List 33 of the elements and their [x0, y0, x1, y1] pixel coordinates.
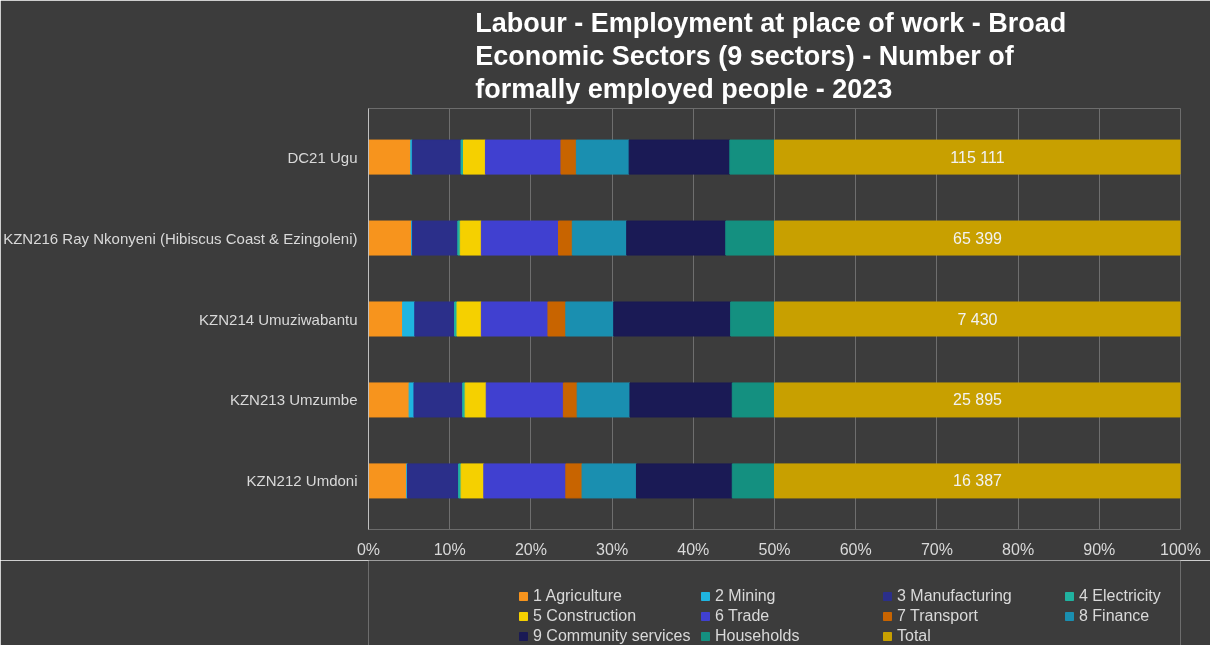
y-tick-label: KZN214 Umuziwabantu	[199, 310, 358, 328]
legend-label: 1 Agriculture	[533, 587, 623, 605]
legend-label: 9 Community services	[533, 627, 692, 645]
x-tick-label: 80%	[1002, 540, 1035, 558]
chart-title: Labour - Employment at place of work - Broad Economic Sectors (9 sectors) - Number of formally employed people - 2023	[475, 7, 1067, 104]
y-tick-label: KZN216 Ray Nkonyeni (Hibiscus Coast & Ezingoleni)	[3, 229, 358, 247]
y-tick-label: DC21 Ugu	[287, 148, 358, 166]
legend-label: 5 Construction	[533, 607, 638, 625]
x-tick-label: 40%	[677, 540, 710, 558]
x-tick-label: 50%	[758, 540, 791, 558]
legend-label: 8 Finance	[1079, 607, 1151, 625]
legend-label: Total	[897, 627, 932, 645]
legend-label: 7 Transport	[897, 607, 979, 625]
legend-label: Households	[715, 627, 801, 645]
x-tick-label: 0%	[356, 540, 381, 558]
annotation: 7 430	[957, 310, 998, 328]
legend-label: 6 Trade	[715, 607, 771, 625]
legend-label: 3 Manufacturing	[897, 587, 1013, 605]
x-tick-label: 100%	[1160, 540, 1201, 558]
annotation: 16 387	[953, 472, 1003, 490]
x-tick-label: 90%	[1083, 540, 1116, 558]
x-tick-label: 10%	[433, 540, 466, 558]
x-tick-label: 20%	[514, 540, 547, 558]
x-tick-label: 30%	[596, 540, 629, 558]
annotation: 25 895	[953, 391, 1003, 409]
y-tick-label: KZN212 Umdoni	[246, 472, 358, 490]
annotation: 115 111	[950, 148, 1005, 166]
legend-label: 4 Electricity	[1079, 587, 1162, 605]
y-tick-label: KZN213 Umzumbe	[229, 391, 358, 409]
x-tick-label: 60%	[839, 540, 872, 558]
annotation: 65 399	[953, 229, 1003, 247]
legend-label: 2 Mining	[715, 587, 777, 605]
x-tick-label: 70%	[920, 540, 953, 558]
